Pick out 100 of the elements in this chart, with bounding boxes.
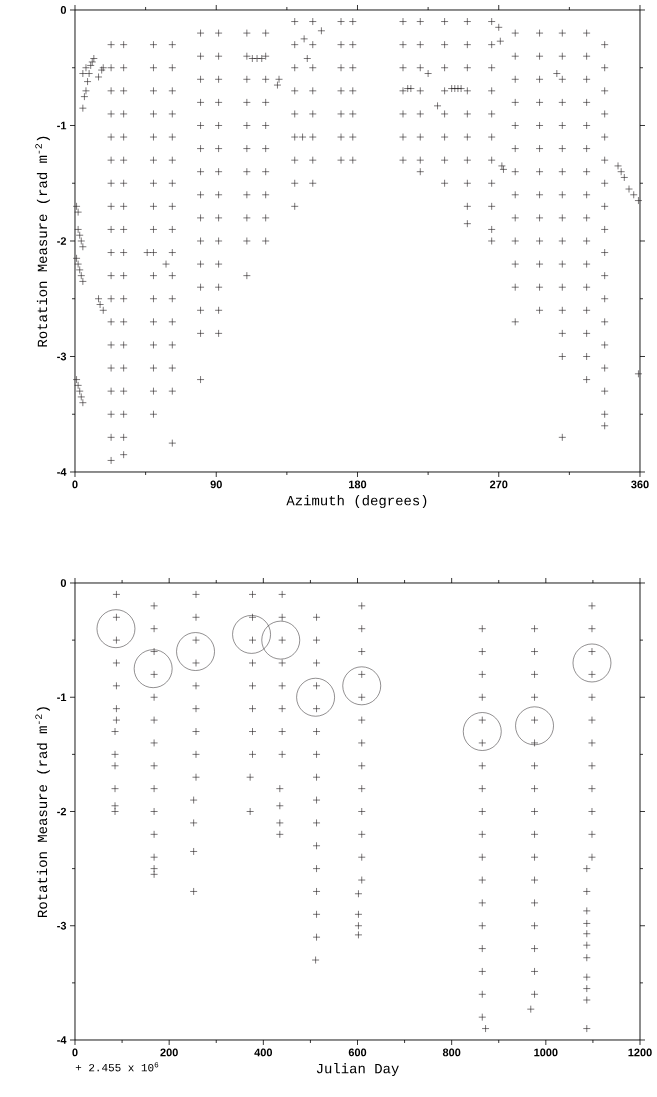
point: [583, 973, 591, 981]
point: [290, 202, 299, 211]
x-tick-label: 0: [72, 480, 78, 489]
point: [558, 144, 567, 153]
point: [582, 167, 591, 176]
point: [463, 202, 472, 211]
point: [261, 121, 270, 130]
y-tick-label: -1: [57, 693, 67, 702]
point: [119, 133, 128, 141]
point: [192, 750, 200, 759]
point: [192, 613, 200, 622]
point: [588, 647, 596, 656]
point: [243, 144, 251, 153]
point: [582, 237, 591, 245]
point: [354, 889, 363, 898]
point: [487, 17, 496, 26]
point: [588, 761, 596, 770]
point: [261, 144, 270, 153]
point: [189, 796, 198, 804]
point: [600, 87, 609, 95]
point: [290, 110, 299, 118]
point: [582, 29, 591, 37]
point: [530, 944, 539, 953]
point: [582, 214, 591, 222]
point: [149, 364, 158, 372]
point: [600, 63, 609, 72]
point: [119, 225, 128, 234]
point: [196, 214, 205, 222]
point: [214, 306, 223, 315]
x-tick-label: 0: [72, 1048, 78, 1057]
point: [478, 716, 487, 724]
point: [416, 40, 425, 49]
point: [243, 214, 251, 222]
point: [535, 75, 544, 84]
point: [308, 40, 317, 49]
point: [478, 1013, 487, 1021]
point: [278, 613, 286, 622]
point: [487, 87, 496, 95]
point: [357, 853, 366, 861]
point: [107, 271, 115, 280]
point: [399, 87, 407, 95]
point: [357, 716, 366, 724]
point: [214, 98, 223, 107]
point: [600, 179, 609, 188]
point: [308, 63, 317, 72]
point: [399, 133, 407, 141]
point: [243, 190, 251, 199]
point: [478, 624, 487, 633]
point: [149, 410, 158, 419]
point: [107, 202, 115, 211]
point: [357, 693, 366, 702]
point: [348, 87, 357, 95]
point: [600, 225, 609, 234]
point: [558, 352, 567, 361]
point: [440, 40, 449, 49]
point: [107, 179, 115, 188]
point: [535, 260, 544, 268]
point: [440, 156, 449, 164]
point: [511, 121, 520, 130]
point: [150, 853, 158, 861]
point: [478, 967, 487, 976]
point: [312, 796, 321, 804]
point: [583, 864, 591, 873]
point: [588, 739, 596, 747]
point: [149, 387, 158, 395]
point: [214, 52, 223, 60]
point: [196, 121, 205, 130]
point: [133, 649, 173, 688]
point: [149, 294, 158, 303]
point: [535, 144, 544, 153]
point: [107, 133, 115, 141]
point: [357, 876, 366, 884]
point: [478, 899, 487, 907]
point: [111, 784, 119, 793]
point: [535, 121, 544, 130]
point: [243, 271, 251, 280]
point: [248, 704, 257, 713]
point: [112, 704, 121, 713]
point: [149, 40, 158, 49]
point: [276, 819, 284, 827]
point: [290, 40, 299, 49]
point: [168, 318, 177, 326]
point: [112, 590, 121, 599]
point: [558, 237, 567, 245]
point: [107, 387, 115, 395]
point: [149, 202, 158, 211]
point: [192, 727, 200, 736]
point: [582, 75, 591, 84]
x-tick-label: 360: [631, 480, 649, 489]
point: [478, 647, 487, 656]
point: [440, 110, 449, 118]
y-tick-label: -2: [57, 237, 67, 245]
point: [214, 237, 223, 245]
point: [357, 761, 366, 770]
point: [261, 167, 270, 176]
point: [478, 830, 487, 839]
point: [149, 318, 158, 326]
point: [168, 225, 177, 234]
point: [196, 375, 205, 384]
point: [487, 225, 496, 234]
